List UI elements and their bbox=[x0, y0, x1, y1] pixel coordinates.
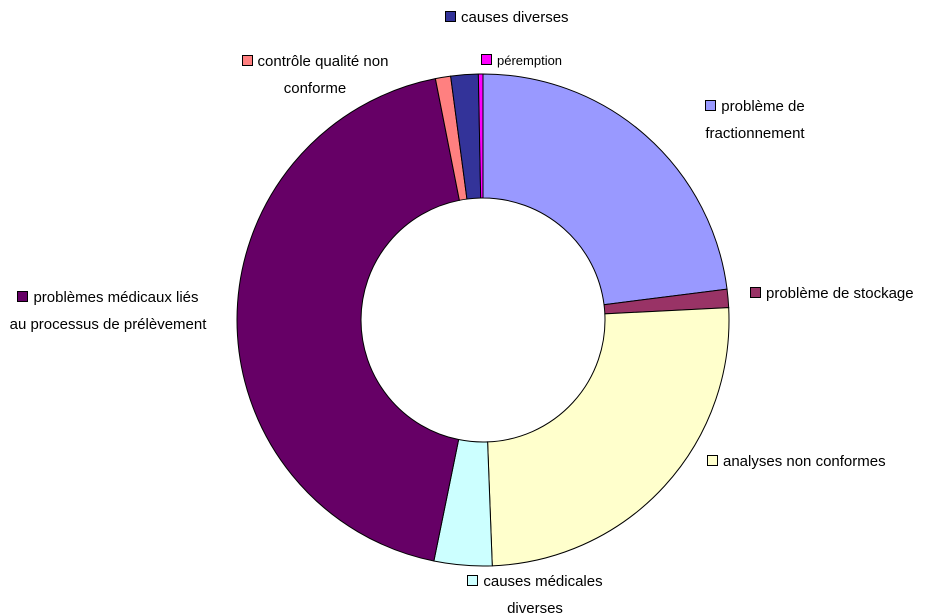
legend-swatch bbox=[705, 100, 717, 111]
legend-text: péremption bbox=[497, 53, 563, 68]
legend-swatch bbox=[445, 11, 456, 22]
legend-text: contrôle qualité non conforme bbox=[257, 53, 389, 97]
legend-text: causes médicales diverses bbox=[483, 573, 603, 613]
donut-slice bbox=[482, 73, 728, 306]
legend-swatch bbox=[467, 575, 479, 586]
legend-swatch bbox=[241, 55, 253, 66]
legend-label: problème de fractionnement bbox=[680, 93, 830, 147]
legend-text: problèmes médicaux liés au processus de … bbox=[9, 289, 207, 333]
donut-slice bbox=[487, 307, 730, 567]
legend-swatch bbox=[707, 455, 718, 466]
legend-label: péremption bbox=[481, 47, 601, 74]
legend-text: analyses non conformes bbox=[723, 453, 886, 470]
legend-label: contrôle qualité non conforme bbox=[220, 48, 410, 102]
legend-text: problème de fractionnement bbox=[705, 98, 805, 142]
legend-swatch bbox=[17, 291, 29, 302]
legend-label: causes médicales diverses bbox=[440, 568, 630, 613]
legend-label: problèmes médicaux liés au processus de … bbox=[8, 284, 208, 338]
legend-label: problème de stockage bbox=[750, 280, 948, 307]
legend-text: problème de stockage bbox=[766, 285, 914, 302]
donut-slice bbox=[477, 73, 484, 199]
legend-swatch bbox=[750, 287, 761, 298]
legend-swatch bbox=[481, 54, 492, 65]
legend-label: causes diverses bbox=[445, 4, 645, 31]
legend-text: causes diverses bbox=[461, 9, 569, 26]
donut-slice bbox=[236, 78, 460, 562]
legend-label: analyses non conformes bbox=[707, 448, 947, 475]
